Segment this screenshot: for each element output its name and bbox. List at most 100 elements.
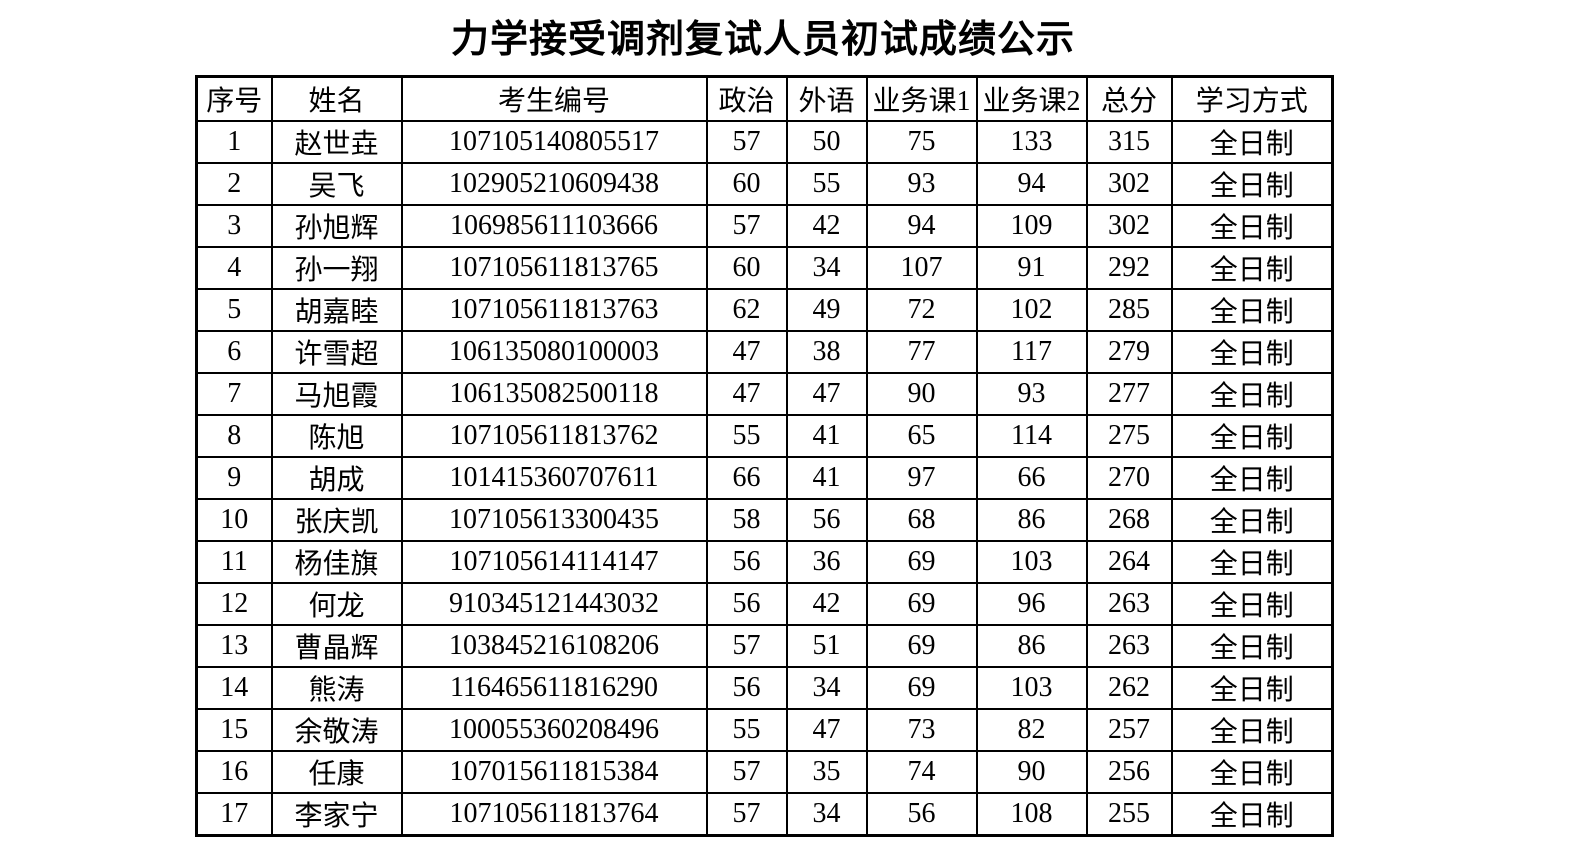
cell-col-course2: 86 bbox=[975, 498, 1088, 542]
cell-col-course1: 77 bbox=[865, 330, 978, 374]
cell-col-index: 12 bbox=[195, 582, 273, 626]
cell-col-politics: 47 bbox=[705, 372, 788, 416]
cell-col-index: 16 bbox=[195, 750, 273, 794]
cell-col-foreign-language: 49 bbox=[785, 288, 868, 332]
cell-col-candidate-id: 107105611813764 bbox=[400, 792, 708, 837]
header-row: 序号 姓名 考生编号 政治 外语 业务课1 业务课2 总分 学习方式 bbox=[195, 75, 1334, 122]
cell-col-study-mode: 全日制 bbox=[1170, 246, 1334, 290]
cell-col-study-mode: 全日制 bbox=[1170, 666, 1334, 710]
cell-col-candidate-id: 101415360707611 bbox=[400, 456, 708, 500]
cell-col-course1: 97 bbox=[865, 456, 978, 500]
cell-col-politics: 55 bbox=[705, 708, 788, 752]
cell-col-foreign-language: 34 bbox=[785, 246, 868, 290]
cell-col-candidate-id: 107105611813763 bbox=[400, 288, 708, 332]
cell-col-candidate-id: 103845216108206 bbox=[400, 624, 708, 668]
cell-col-index: 10 bbox=[195, 498, 273, 542]
cell-col-politics: 66 bbox=[705, 456, 788, 500]
cell-col-total: 256 bbox=[1085, 750, 1173, 794]
cell-col-course2: 117 bbox=[975, 330, 1088, 374]
cell-col-course2: 96 bbox=[975, 582, 1088, 626]
cell-col-foreign-language: 51 bbox=[785, 624, 868, 668]
column-header-col-foreign-language: 外语 bbox=[785, 75, 868, 122]
table-row: 11 杨佳旗 107105614114147 56 36 69 103 264 全日制 bbox=[195, 540, 1334, 584]
cell-col-study-mode: 全日制 bbox=[1170, 540, 1334, 584]
cell-col-course2: 109 bbox=[975, 204, 1088, 248]
cell-col-candidate-id: 910345121443032 bbox=[400, 582, 708, 626]
table-body: 1 赵世垚 107105140805517 57 50 75 133 315 全日制 2 吴飞 102… bbox=[195, 120, 1334, 837]
cell-col-name: 余敬涛 bbox=[270, 708, 403, 752]
table-row: 4 孙一翔 107105611813765 60 34 107 91 292 全日制 bbox=[195, 246, 1334, 290]
cell-col-foreign-language: 34 bbox=[785, 666, 868, 710]
cell-col-index: 8 bbox=[195, 414, 273, 458]
cell-col-course1: 72 bbox=[865, 288, 978, 332]
cell-col-politics: 60 bbox=[705, 246, 788, 290]
cell-col-course2: 91 bbox=[975, 246, 1088, 290]
cell-col-politics: 62 bbox=[705, 288, 788, 332]
cell-col-name: 杨佳旗 bbox=[270, 540, 403, 584]
column-header-col-course1: 业务课1 bbox=[865, 75, 978, 122]
cell-col-candidate-id: 107105140805517 bbox=[400, 120, 708, 164]
cell-col-candidate-id: 106985611103666 bbox=[400, 204, 708, 248]
cell-col-foreign-language: 35 bbox=[785, 750, 868, 794]
cell-col-index: 4 bbox=[195, 246, 273, 290]
cell-col-foreign-language: 56 bbox=[785, 498, 868, 542]
cell-col-candidate-id: 107105611813765 bbox=[400, 246, 708, 290]
cell-col-total: 277 bbox=[1085, 372, 1173, 416]
cell-col-total: 270 bbox=[1085, 456, 1173, 500]
cell-col-index: 3 bbox=[195, 204, 273, 248]
cell-col-politics: 57 bbox=[705, 120, 788, 164]
cell-col-name: 许雪超 bbox=[270, 330, 403, 374]
table-row: 10 张庆凯 107105613300435 58 56 68 86 268 全日制 bbox=[195, 498, 1334, 542]
column-header-col-study-mode: 学习方式 bbox=[1170, 75, 1334, 122]
cell-col-course1: 69 bbox=[865, 582, 978, 626]
cell-col-total: 302 bbox=[1085, 204, 1173, 248]
cell-col-total: 257 bbox=[1085, 708, 1173, 752]
cell-col-total: 262 bbox=[1085, 666, 1173, 710]
column-header-col-index: 序号 bbox=[195, 75, 273, 122]
cell-col-course1: 93 bbox=[865, 162, 978, 206]
cell-col-total: 268 bbox=[1085, 498, 1173, 542]
cell-col-foreign-language: 55 bbox=[785, 162, 868, 206]
cell-col-total: 263 bbox=[1085, 624, 1173, 668]
cell-col-politics: 60 bbox=[705, 162, 788, 206]
cell-col-index: 6 bbox=[195, 330, 273, 374]
cell-col-name: 赵世垚 bbox=[270, 120, 403, 164]
cell-col-candidate-id: 106135080100003 bbox=[400, 330, 708, 374]
cell-col-total: 302 bbox=[1085, 162, 1173, 206]
cell-col-name: 孙旭辉 bbox=[270, 204, 403, 248]
cell-col-course2: 103 bbox=[975, 666, 1088, 710]
cell-col-politics: 56 bbox=[705, 540, 788, 584]
cell-col-name: 胡嘉睦 bbox=[270, 288, 403, 332]
cell-col-study-mode: 全日制 bbox=[1170, 582, 1334, 626]
cell-col-total: 263 bbox=[1085, 582, 1173, 626]
cell-col-course2: 133 bbox=[975, 120, 1088, 164]
cell-col-index: 1 bbox=[195, 120, 273, 164]
cell-col-foreign-language: 41 bbox=[785, 456, 868, 500]
cell-col-course1: 73 bbox=[865, 708, 978, 752]
table-row: 3 孙旭辉 106985611103666 57 42 94 109 302 全日制 bbox=[195, 204, 1334, 248]
cell-col-foreign-language: 38 bbox=[785, 330, 868, 374]
cell-col-index: 7 bbox=[195, 372, 273, 416]
cell-col-course1: 69 bbox=[865, 540, 978, 584]
cell-col-politics: 57 bbox=[705, 204, 788, 248]
table-row: 8 陈旭 107105611813762 55 41 65 114 275 全日制 bbox=[195, 414, 1334, 458]
cell-col-name: 马旭霞 bbox=[270, 372, 403, 416]
table-row: 6 许雪超 106135080100003 47 38 77 117 279 全日制 bbox=[195, 330, 1334, 374]
cell-col-course1: 68 bbox=[865, 498, 978, 542]
cell-col-politics: 57 bbox=[705, 624, 788, 668]
cell-col-foreign-language: 41 bbox=[785, 414, 868, 458]
cell-col-name: 曹晶辉 bbox=[270, 624, 403, 668]
cell-col-candidate-id: 116465611816290 bbox=[400, 666, 708, 710]
table-row: 9 胡成 101415360707611 66 41 97 66 270 全日制 bbox=[195, 456, 1334, 500]
cell-col-course2: 94 bbox=[975, 162, 1088, 206]
cell-col-total: 255 bbox=[1085, 792, 1173, 837]
table-row: 15 余敬涛 100055360208496 55 47 73 82 257 全日制 bbox=[195, 708, 1334, 752]
cell-col-total: 264 bbox=[1085, 540, 1173, 584]
cell-col-index: 17 bbox=[195, 792, 273, 837]
cell-col-name: 张庆凯 bbox=[270, 498, 403, 542]
column-header-col-total: 总分 bbox=[1085, 75, 1173, 122]
cell-col-course1: 90 bbox=[865, 372, 978, 416]
column-header-col-politics: 政治 bbox=[705, 75, 788, 122]
cell-col-name: 何龙 bbox=[270, 582, 403, 626]
cell-col-foreign-language: 42 bbox=[785, 582, 868, 626]
